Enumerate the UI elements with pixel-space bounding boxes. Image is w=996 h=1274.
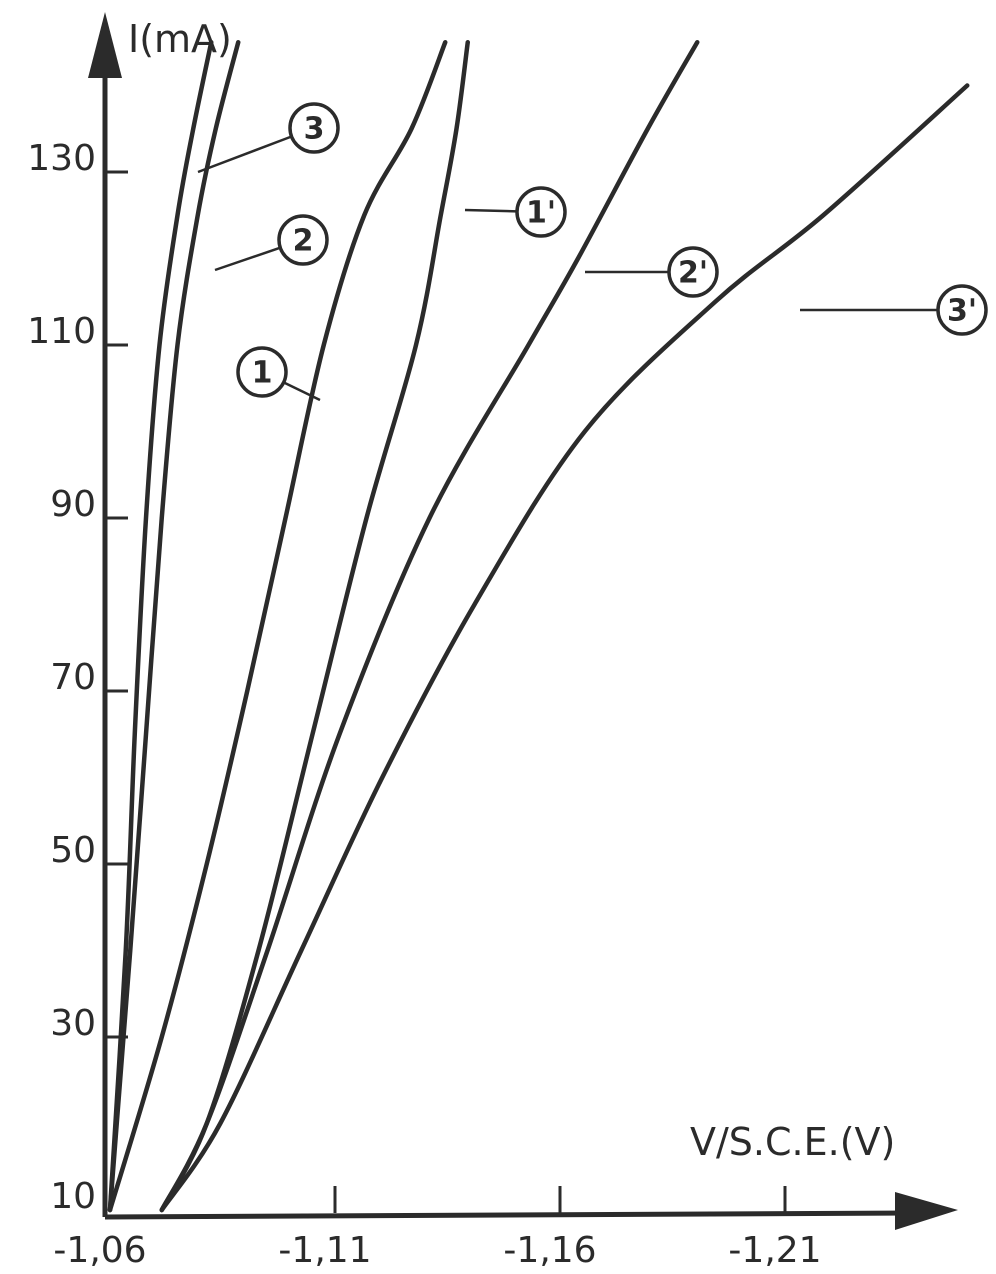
x-axis-label: V/S.C.E.(V) bbox=[690, 1120, 895, 1164]
y-tick-label: 10 bbox=[50, 1176, 96, 1217]
curve-label: 3' bbox=[947, 294, 977, 329]
y-tick-label: 90 bbox=[50, 484, 96, 525]
axes: I(mA) V/S.C.E.(V) bbox=[88, 12, 958, 1230]
y-axis-label: I(mA) bbox=[128, 17, 232, 61]
ticks: 10 30 50 70 90 110 130 -1,06 -1,11 -1,16 -1,21 bbox=[27, 138, 821, 1271]
y-tick-label: 110 bbox=[27, 311, 96, 352]
label-leader-line bbox=[214, 246, 281, 272]
x-tick-label: -1,16 bbox=[503, 1230, 596, 1271]
x-axis-arrow bbox=[895, 1192, 958, 1230]
x-tick-label: -1,11 bbox=[278, 1230, 371, 1271]
curve-label: 1' bbox=[526, 196, 556, 231]
label-leader-line bbox=[197, 135, 293, 174]
label-circle bbox=[277, 214, 329, 266]
curve-label: 2' bbox=[678, 256, 708, 291]
label-leader-line bbox=[464, 208, 518, 213]
x-tick-label: -1,06 bbox=[53, 1230, 146, 1271]
series-line-6 bbox=[159, 83, 970, 1213]
curve-label: 1 bbox=[252, 356, 273, 391]
curve-label: 2 bbox=[293, 224, 314, 259]
curves bbox=[107, 40, 970, 1213]
label-circle bbox=[936, 284, 988, 336]
label-leader-line bbox=[283, 381, 321, 402]
y-tick-label: 70 bbox=[50, 657, 96, 698]
label-circle bbox=[288, 102, 340, 154]
label-circle bbox=[667, 246, 719, 298]
series-line-2 bbox=[107, 40, 241, 1213]
series-line-4 bbox=[159, 40, 470, 1213]
label-circle bbox=[236, 346, 288, 398]
curve-labels: 3 2 1 1' 2' 3' bbox=[197, 102, 988, 402]
y-tick-label: 30 bbox=[50, 1003, 96, 1044]
y-tick-label: 130 bbox=[27, 138, 96, 179]
x-axis bbox=[104, 1210, 906, 1220]
curve-label: 3 bbox=[304, 112, 325, 147]
label-circle bbox=[515, 186, 567, 238]
series-line-3 bbox=[107, 40, 448, 1213]
y-tick-label: 50 bbox=[50, 830, 96, 871]
series-line-5 bbox=[159, 40, 700, 1213]
x-tick-label: -1,21 bbox=[728, 1230, 821, 1271]
series-line-1 bbox=[107, 40, 214, 1213]
y-axis-arrow bbox=[88, 12, 122, 78]
